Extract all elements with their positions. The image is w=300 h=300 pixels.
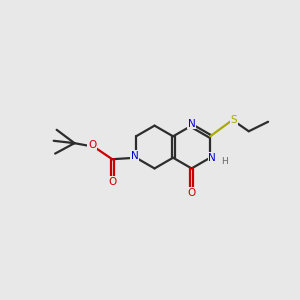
Text: H: H (221, 157, 228, 166)
Text: O: O (188, 188, 196, 198)
Text: N: N (208, 153, 216, 163)
Text: O: O (88, 140, 96, 150)
Text: O: O (108, 177, 116, 187)
Text: S: S (231, 115, 237, 125)
Text: N: N (188, 118, 196, 128)
Text: N: N (131, 151, 138, 161)
